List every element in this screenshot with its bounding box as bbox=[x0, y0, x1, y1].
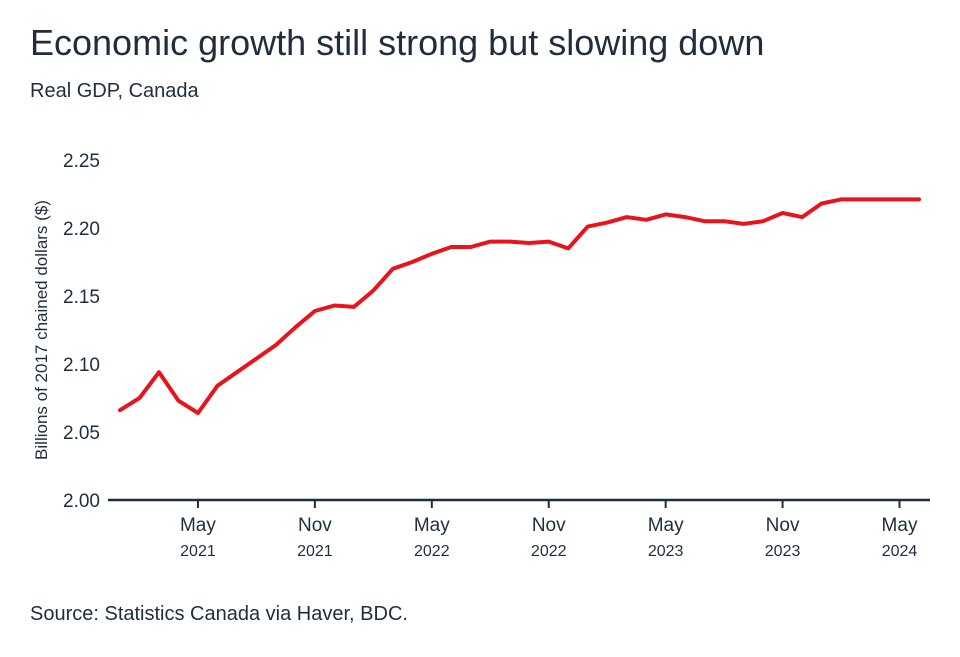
x-tick-label-month: May bbox=[882, 515, 918, 536]
y-tick-label: 2.10 bbox=[63, 355, 100, 376]
x-axis: May 2021 Nov 2021 May 2022 Nov 2022 May 2023 Nov 20… bbox=[180, 500, 918, 560]
x-tick-label-month: May bbox=[180, 515, 216, 536]
x-tick-label-year: 2022 bbox=[531, 543, 567, 560]
x-tick-label-year: 2024 bbox=[882, 543, 918, 560]
y-axis-title: Billions of 2017 chained dollars ($) bbox=[32, 200, 51, 460]
source-note: Source: Statistics Canada via Haver, BDC… bbox=[30, 603, 408, 625]
chart-title: Economic growth still strong but slowing… bbox=[30, 22, 765, 63]
x-tick-label-month: May bbox=[648, 515, 684, 536]
series-line-real-gdp bbox=[118, 197, 921, 415]
y-tick-label: 2.00 bbox=[63, 491, 100, 512]
y-tick-label: 2.20 bbox=[63, 219, 100, 240]
y-tick-label: 2.05 bbox=[63, 423, 100, 444]
y-tick-label: 2.15 bbox=[63, 287, 100, 308]
y-axis: 2.00 2.05 2.10 2.15 2.20 2.25 bbox=[63, 151, 100, 512]
x-tick-label-year: 2021 bbox=[180, 543, 216, 560]
x-tick-label-month: Nov bbox=[766, 515, 800, 536]
x-tick-label-month: Nov bbox=[532, 515, 566, 536]
x-tick-label-month: May bbox=[414, 515, 450, 536]
x-tick-label-year: 2021 bbox=[297, 543, 333, 560]
x-tick-label-year: 2022 bbox=[414, 543, 450, 560]
x-tick-label-month: Nov bbox=[298, 515, 332, 536]
y-tick-label: 2.25 bbox=[63, 151, 100, 172]
x-tick-label-year: 2023 bbox=[765, 543, 801, 560]
x-tick-label-year: 2023 bbox=[648, 543, 684, 560]
chart-subtitle: Real GDP, Canada bbox=[30, 80, 199, 102]
